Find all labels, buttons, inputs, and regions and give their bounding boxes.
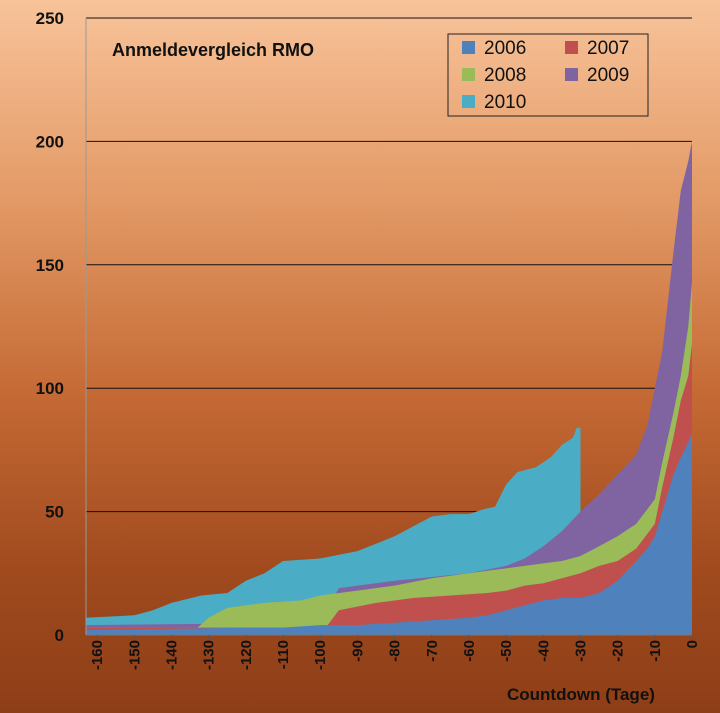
y-tick-label: 200 [36,132,64,151]
y-tick-label: 150 [36,256,64,275]
y-tick-label: 0 [55,626,64,645]
x-tick-label: -60 [461,640,478,662]
legend-label-2010: 2010 [484,92,526,113]
y-axis-ticks: 0 50 100 150 200 250 [36,9,64,645]
x-tick-label: -150 [126,640,143,670]
x-tick-label: -110 [275,640,292,669]
x-tick-label: -20 [610,640,627,662]
area-series-2006 [86,432,692,635]
x-tick-label: -160 [89,640,106,670]
legend-label-2006: 2006 [484,38,526,59]
legend-label-2007: 2007 [587,38,629,59]
x-tick-label: -90 [349,640,366,662]
legend-swatch-2008 [462,68,475,81]
x-tick-label: -70 [424,640,441,662]
y-tick-label: 50 [45,503,64,522]
x-tick-label: -140 [164,640,181,670]
x-tick-label: -120 [238,640,255,670]
y-tick-label: 100 [36,379,64,398]
legend-box [447,33,649,117]
x-tick-label: -80 [387,640,404,662]
x-tick-label: -100 [312,640,329,670]
axes [85,18,692,636]
legend-swatch-2009 [565,68,578,81]
x-tick-label: -40 [535,640,552,662]
x-tick-label: -50 [498,640,515,662]
legend-swatch-2010 [462,95,475,108]
y-tick-label: 250 [36,9,64,28]
grid-lines [86,17,692,513]
x-tick-label: 0 [684,640,701,648]
x-axis-label: Countdown (Tage) [507,685,655,704]
x-tick-label: -130 [201,640,218,670]
x-tick-label: -10 [647,640,664,662]
legend-label-2008: 2008 [484,65,526,86]
legend-swatch-2006 [462,41,475,54]
legend-label-2009: 2009 [587,65,629,86]
x-tick-label: -30 [572,640,589,662]
legend-swatch-2007 [565,41,578,54]
chart-title: Anmeldevergleich RMO [112,40,314,60]
area-series [86,141,692,635]
legend: 2006 2007 2008 2009 2010 [447,33,649,117]
x-axis-ticks: -160 -150 -140 -130 -120 -110 -100 -90 -80 -70 -60… [89,635,701,670]
